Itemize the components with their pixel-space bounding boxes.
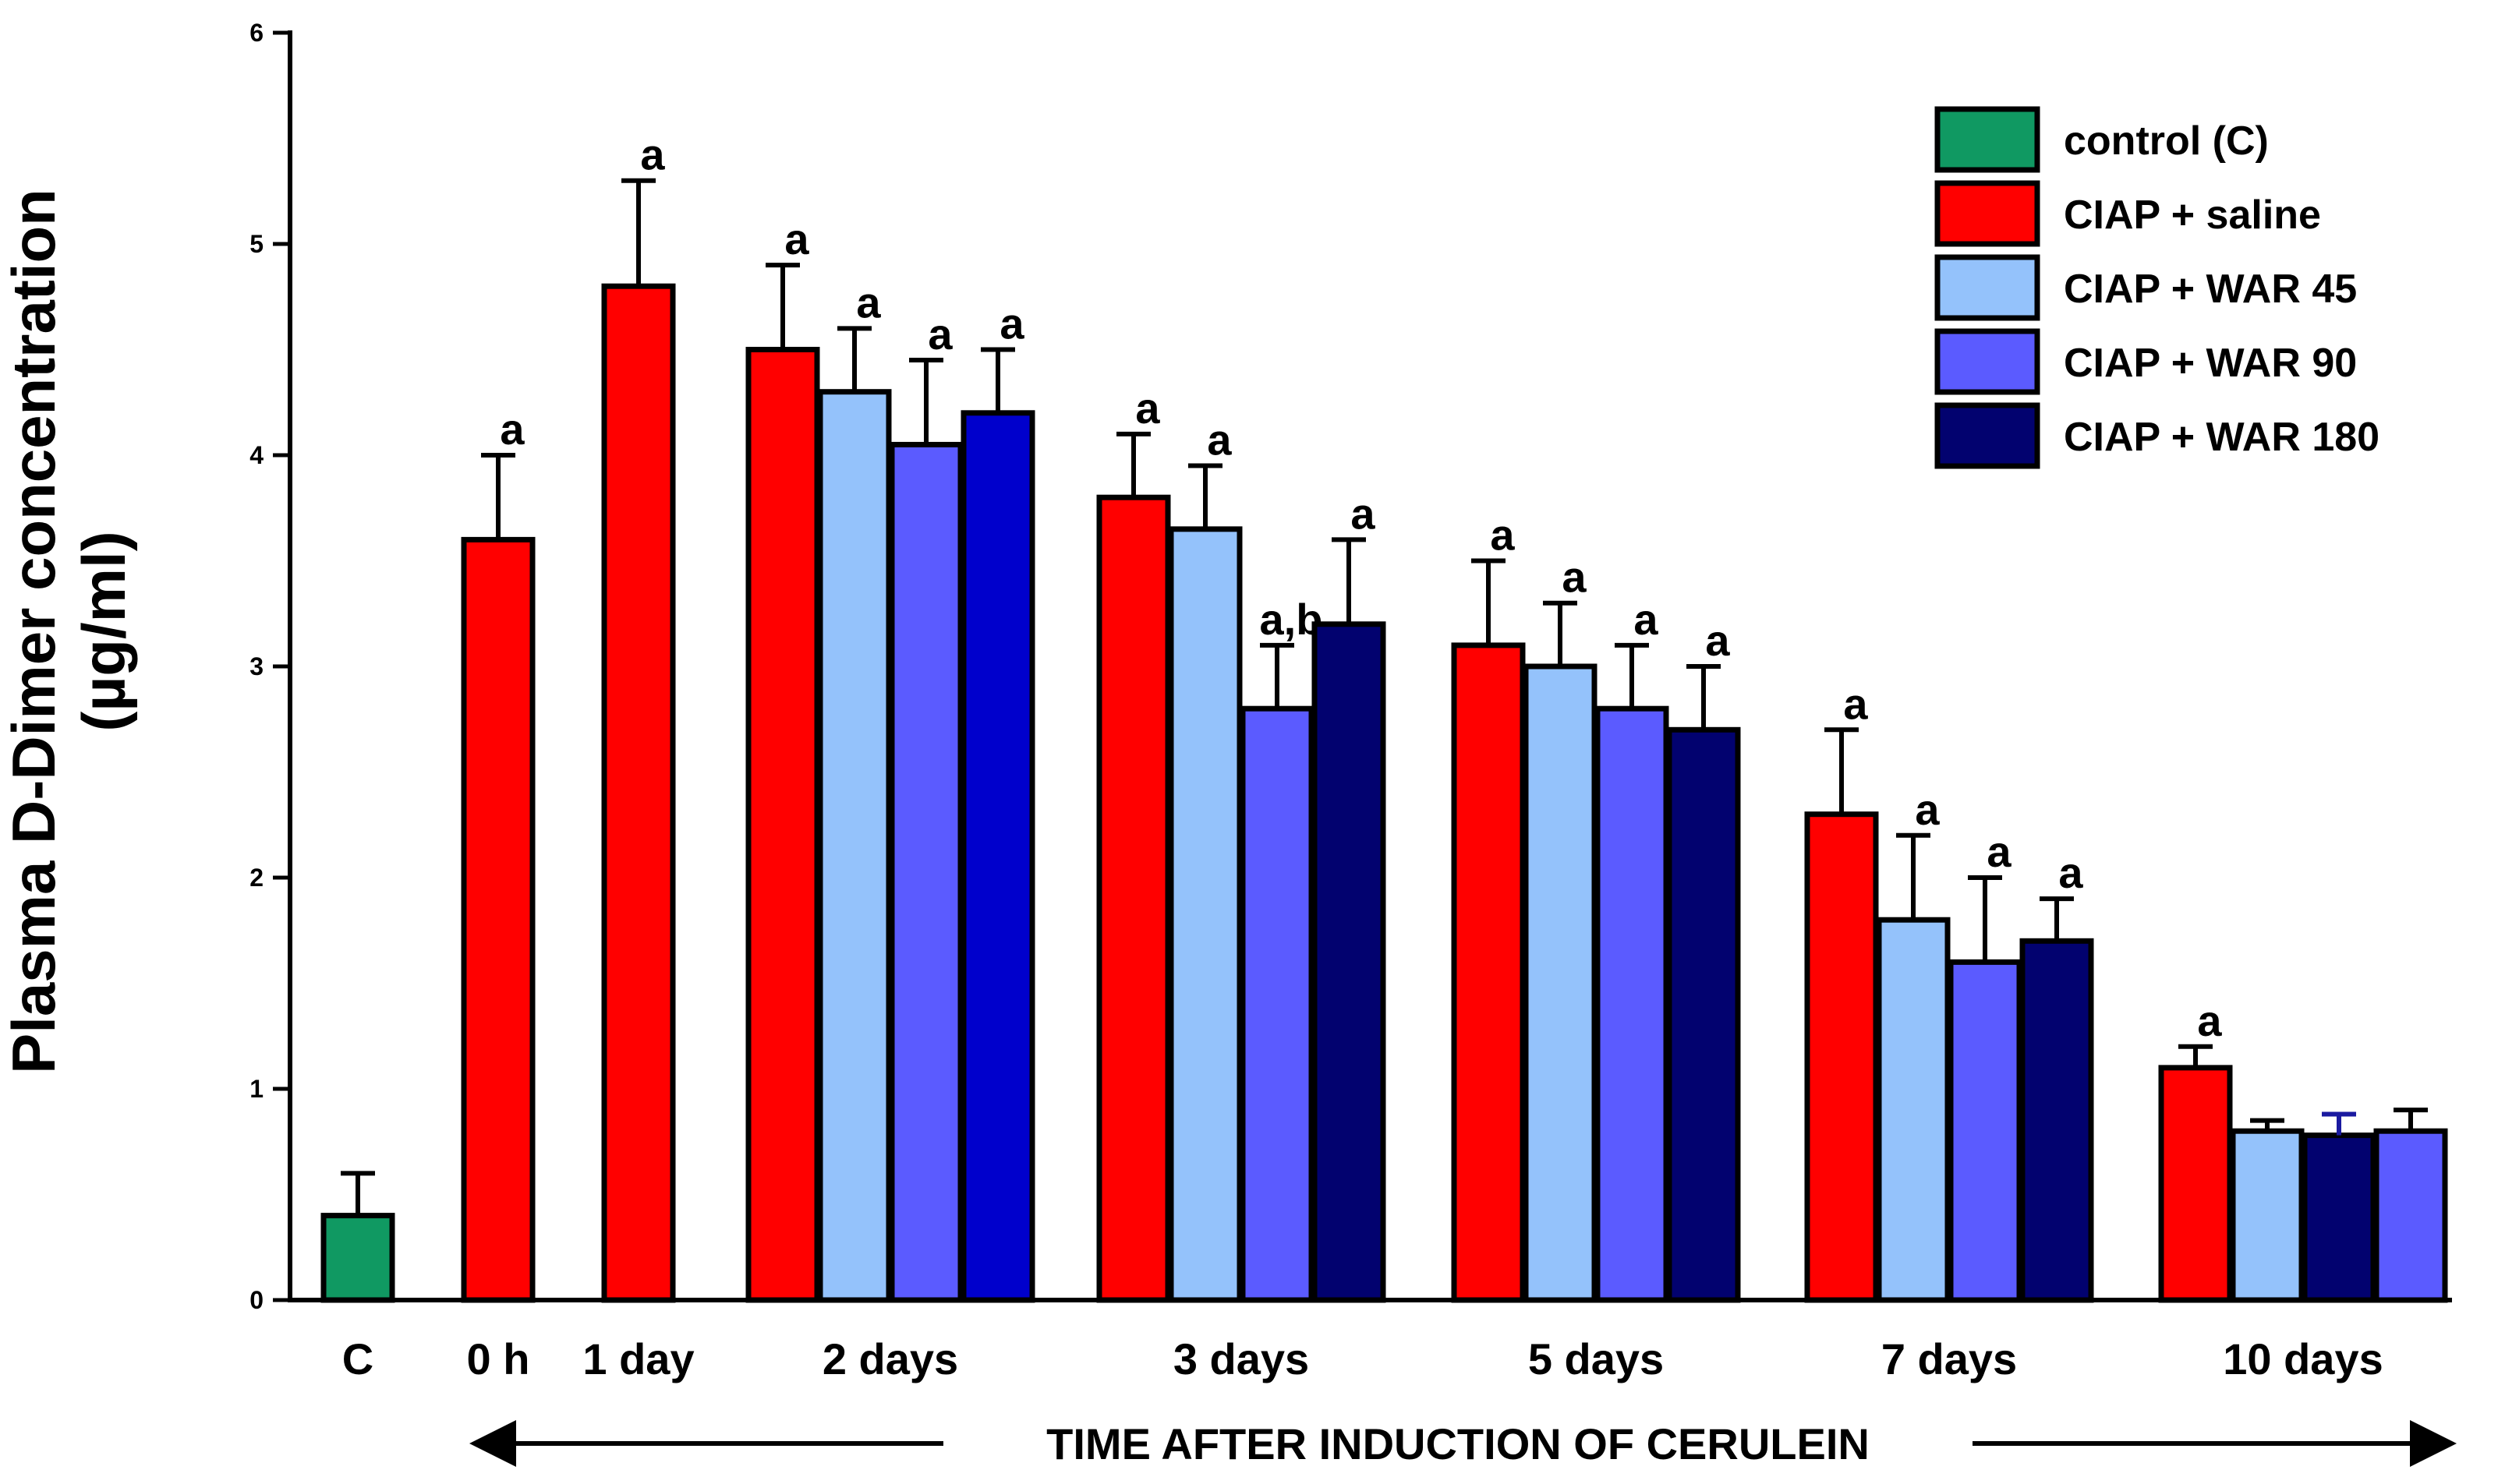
bar: [1666, 726, 1741, 1303]
significance-label: a: [1843, 679, 1868, 728]
y-tick-label: 5: [249, 230, 264, 258]
x-tick-labels: C 0 h 1 day 2 days 3 days 5 days 7 days 10 days: [342, 1334, 2383, 1383]
bar: [320, 1213, 395, 1303]
bar: [745, 347, 820, 1303]
significance-label: a: [784, 214, 809, 263]
bar: [1096, 494, 1171, 1303]
y-tick-label: 0: [249, 1286, 264, 1314]
y-axis: 0 1 2 3 4 5 6: [249, 19, 292, 1314]
legend-label: CIAP + WAR 45: [2064, 267, 2357, 312]
bar: [1804, 811, 1879, 1303]
legend-swatch: [1934, 106, 2040, 173]
legend-label: CIAP + WAR 180: [2064, 415, 2379, 460]
y-axis-title: Plasma D-Dimer concentration: [0, 189, 68, 1074]
bar: [1948, 959, 2022, 1303]
bar: [2302, 1132, 2376, 1303]
bar: [1876, 917, 1951, 1303]
bar: [1168, 526, 1243, 1303]
legend-label: control (C): [2064, 118, 2269, 164]
bar: [1451, 642, 1526, 1303]
significance-label: a: [1135, 383, 1160, 433]
bar: [1523, 663, 1598, 1303]
significance-label: a: [1987, 827, 2011, 876]
significance-label: a: [1562, 553, 1587, 602]
legend-swatch: [1934, 402, 2040, 469]
x-tick-label: 1 day: [582, 1334, 694, 1383]
significance-label: a: [1633, 595, 1658, 644]
legend-swatch: [1934, 180, 2040, 247]
x-tick-label: 10 days: [2223, 1334, 2383, 1383]
legend-swatch: [1934, 254, 2040, 321]
x-tick-label: 2 days: [823, 1334, 958, 1383]
bar: [2230, 1128, 2305, 1303]
significance-label: a: [1915, 785, 1940, 834]
bar: [1240, 705, 1314, 1303]
bar: [1594, 705, 1669, 1303]
x-tick-label: C: [342, 1334, 373, 1383]
significance-label: a: [640, 130, 665, 179]
bar: [817, 389, 892, 1303]
x-tick-label: 5 days: [1528, 1334, 1664, 1383]
significance-label: a: [500, 405, 525, 454]
significance-label: a: [1000, 299, 1024, 348]
legend-label: CIAP + saline: [2064, 193, 2321, 238]
x-tick-label: 7 days: [1881, 1334, 2017, 1383]
significance-label: a: [1207, 415, 1232, 465]
y-tick-label: 6: [249, 19, 264, 47]
y-tick-label: 4: [249, 441, 264, 469]
significance-label: a: [1350, 489, 1375, 538]
significance-label: a: [1490, 511, 1515, 560]
significance-label: a: [1705, 616, 1730, 665]
significance-label: a: [2058, 848, 2083, 897]
legend-label: CIAP + WAR 90: [2064, 341, 2357, 386]
y-axis-unit: (µg/ml): [69, 531, 138, 731]
x-axis-title: TIME AFTER INDUCTION OF CERULEIN: [1046, 1419, 1870, 1468]
y-tick-label: 3: [249, 652, 264, 680]
bar: [889, 441, 964, 1303]
significance-label: a: [928, 309, 953, 359]
bar: [2373, 1128, 2448, 1303]
y-tick-label: 1: [249, 1075, 264, 1103]
x-tick-label: 0 h: [467, 1334, 530, 1383]
significance-label: a: [2197, 996, 2222, 1045]
legend: control (C) CIAP + saline CIAP + WAR 45 CIA…: [1934, 106, 2379, 469]
bar: [461, 536, 536, 1303]
bar: [1311, 621, 1386, 1303]
legend-swatch: [1934, 328, 2040, 395]
bar: [961, 410, 1035, 1303]
bar: [2019, 938, 2094, 1303]
significance-label: a: [856, 277, 881, 327]
bar: [601, 283, 676, 1303]
x-tick-label: 3 days: [1173, 1334, 1309, 1383]
y-tick-label: 2: [249, 864, 264, 892]
bar: [2158, 1065, 2233, 1303]
